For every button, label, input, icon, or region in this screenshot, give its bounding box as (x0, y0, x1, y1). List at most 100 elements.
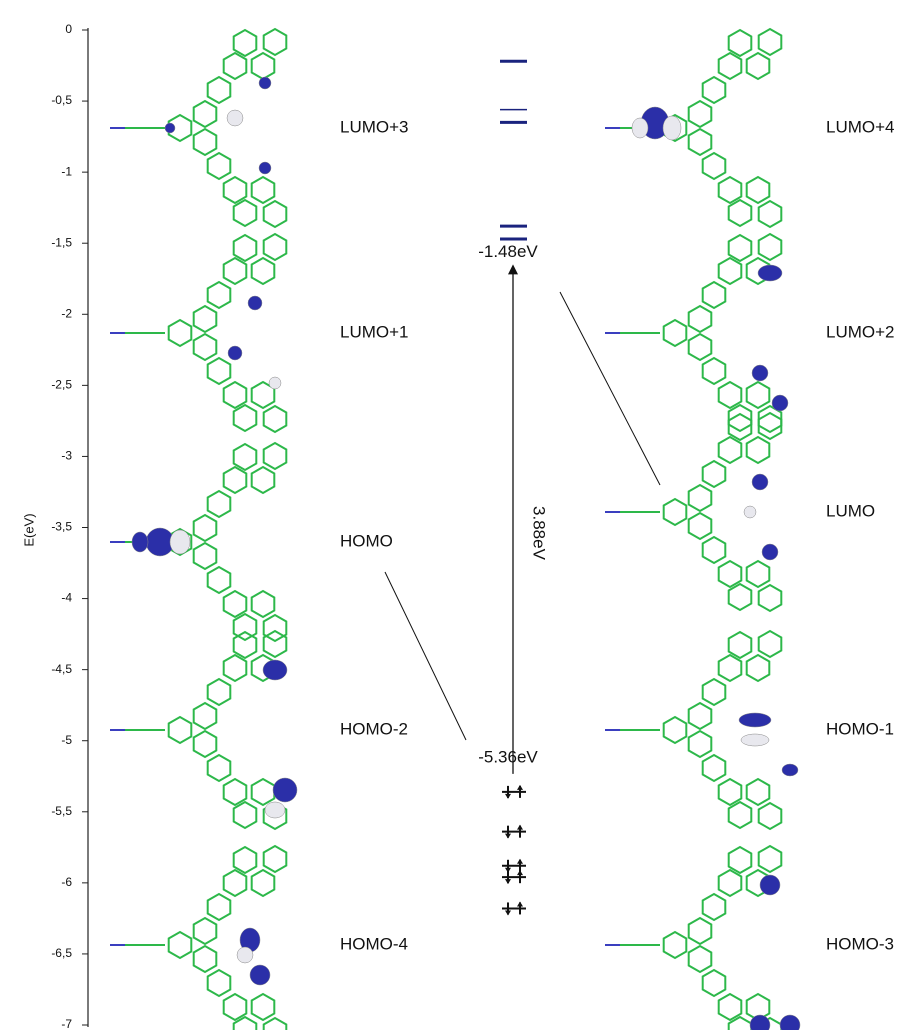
ring (759, 234, 782, 260)
ring (264, 846, 287, 872)
ring (689, 731, 712, 757)
ring (234, 632, 257, 658)
ring (729, 235, 752, 261)
ring (719, 437, 742, 463)
connector (560, 292, 660, 485)
occupied-level (502, 785, 526, 799)
molecule (110, 631, 297, 829)
orbital-lobe (265, 802, 285, 818)
ring (703, 153, 726, 179)
ring (208, 282, 231, 308)
orbital-lobe (632, 118, 648, 138)
occupied-level (502, 870, 526, 884)
ring (224, 994, 247, 1020)
y-tick-label: -3,5 (51, 520, 72, 534)
ring (224, 779, 247, 805)
electron-head (505, 879, 511, 884)
ring (664, 320, 687, 346)
orbital-lobe (762, 544, 778, 560)
ring (689, 918, 712, 944)
ring (664, 499, 687, 525)
molecule (605, 29, 781, 227)
ring (194, 306, 217, 332)
ring (664, 717, 687, 743)
ring (264, 234, 287, 260)
electron-head (517, 825, 523, 830)
ring (194, 703, 217, 729)
ring (224, 53, 247, 79)
orbital-lobe (780, 1015, 800, 1030)
orbital-lobe (741, 734, 769, 746)
ring (729, 200, 752, 226)
ring (703, 77, 726, 103)
electron-head (517, 785, 523, 790)
orbital-label: LUMO+4 (826, 117, 895, 136)
electron-head (517, 870, 523, 875)
ring (208, 358, 231, 384)
ring (234, 847, 257, 873)
ring (689, 946, 712, 972)
orbital-label: HOMO-1 (826, 719, 894, 738)
electron-head (517, 859, 523, 864)
ring (208, 755, 231, 781)
orbital-lobe (248, 296, 262, 310)
electron-head (505, 834, 511, 839)
ring (208, 894, 231, 920)
ring (747, 382, 770, 408)
orbital-lobe (744, 506, 756, 518)
ring (169, 320, 192, 346)
ring (703, 679, 726, 705)
molecule (605, 631, 798, 829)
y-tick-label: -0,5 (51, 93, 72, 107)
ring (264, 1018, 287, 1030)
molecule (110, 234, 286, 432)
y-axis-label: E(eV) (21, 513, 36, 546)
occupied-level (502, 901, 526, 915)
chart: E(eV) 0-0,5-1-1,5-2-2,5-3-3,5-4-4,5-5-5,… (0, 0, 923, 1030)
ring (719, 177, 742, 203)
y-tick-label: -6,5 (51, 946, 72, 960)
orbital-lobe (132, 532, 148, 552)
ring (234, 444, 257, 470)
orbital-label: LUMO+2 (826, 322, 895, 341)
ring (224, 177, 247, 203)
ring (759, 413, 782, 439)
ring (719, 870, 742, 896)
ring (264, 443, 287, 469)
ring (252, 467, 275, 493)
ring (719, 53, 742, 79)
ring (747, 561, 770, 587)
ring (759, 585, 782, 611)
energy-label: -5.36eV (478, 747, 538, 766)
orbital-label: HOMO (340, 531, 393, 550)
ring (194, 515, 217, 541)
ring (719, 258, 742, 284)
ring (759, 201, 782, 227)
ring (703, 537, 726, 563)
ring (224, 655, 247, 681)
ring (264, 201, 287, 227)
y-tick-label: -1,5 (51, 235, 72, 249)
ring (252, 870, 275, 896)
ring (252, 994, 275, 1020)
ring (689, 485, 712, 511)
electron-head (505, 910, 511, 915)
orbital-lobe (227, 110, 243, 126)
ring (252, 258, 275, 284)
y-tick-label: -3 (61, 449, 72, 463)
ring (703, 755, 726, 781)
y-tick-label: -1 (61, 164, 72, 178)
ring (703, 358, 726, 384)
y-tick-label: -4,5 (51, 662, 72, 676)
ring (169, 717, 192, 743)
ring (264, 406, 287, 432)
ring (719, 655, 742, 681)
occupied-level (502, 859, 526, 873)
ring (224, 258, 247, 284)
ring (747, 655, 770, 681)
ring (234, 802, 257, 828)
orbital-label: HOMO-4 (340, 934, 408, 953)
orbital-lobe (752, 474, 768, 490)
ring (264, 29, 287, 55)
ring (719, 994, 742, 1020)
